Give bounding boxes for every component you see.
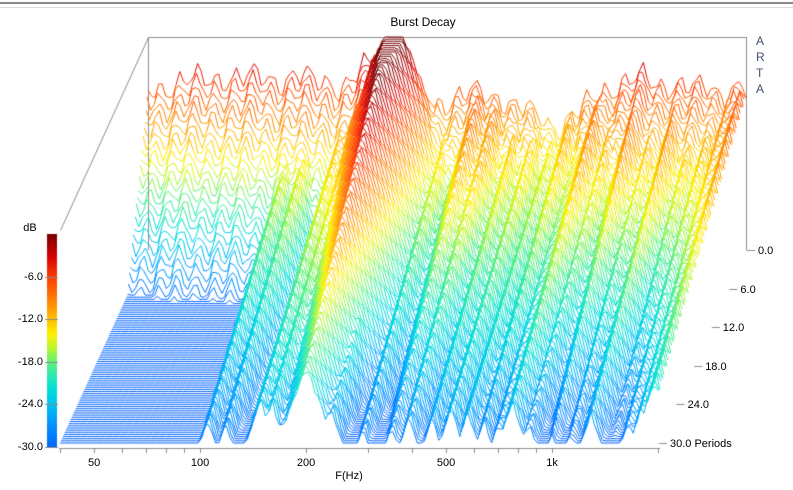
- x-axis-tick-label: 500: [436, 457, 456, 469]
- periods-tick-label: 30.0 Periods: [670, 438, 732, 450]
- arta-letter: A: [756, 34, 765, 48]
- arta-letter: A: [756, 82, 765, 96]
- periods-tick-label: 12.0: [722, 322, 745, 335]
- page-title: Burst Decay: [390, 15, 456, 29]
- db-tick-label: -30.0: [17, 441, 43, 453]
- db-tick-label: -6.0: [24, 270, 43, 283]
- x-axis-tick-label: 200: [296, 457, 316, 469]
- db-tick-label: -12.0: [17, 313, 43, 326]
- periods-tick-label: 6.0: [740, 283, 756, 296]
- periods-tick-label: 24.0: [687, 399, 710, 412]
- x-axis-tick-label: 100: [190, 457, 210, 469]
- x-axis-tick-label: 1k: [546, 457, 558, 469]
- db-tick-label: -24.0: [17, 398, 43, 411]
- x-axis-tick-label: 50: [87, 457, 101, 469]
- arta-letter: R: [756, 50, 765, 64]
- arta-letter: T: [756, 66, 764, 80]
- periods-tick-label: 18.0: [705, 360, 727, 373]
- db-axis-unit-label: dB: [23, 222, 37, 234]
- db-tick-label: -18.0: [17, 355, 43, 368]
- periods-tick-label: 0.0: [758, 245, 774, 257]
- frequency-axis-title: F(Hz): [335, 470, 363, 482]
